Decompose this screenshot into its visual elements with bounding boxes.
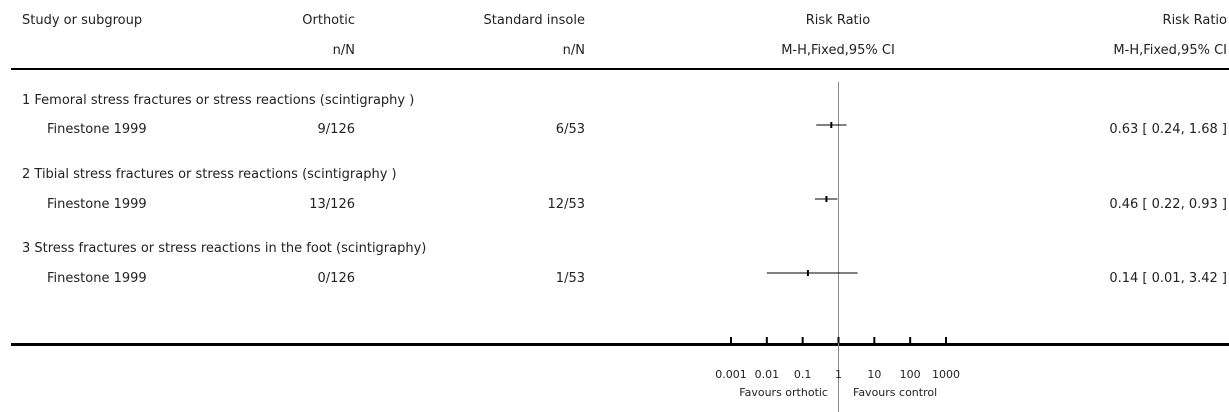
subgroup-2-title: 2 Tibial stress fractures or stress reac…	[22, 167, 397, 182]
point-estimate	[825, 196, 828, 202]
study-1-name: Finestone 1999	[47, 122, 147, 137]
study-3-rr-label: 0.14 [ 0.01, 3.42 ]	[1109, 271, 1227, 286]
study-2-name: Finestone 1999	[47, 197, 147, 212]
favours-left-label: Favours orthotic	[739, 386, 828, 399]
study-1-rr-label: 0.63 [ 0.24, 1.68 ]	[1109, 122, 1227, 137]
study-2-rr-label: 0.46 [ 0.22, 0.93 ]	[1109, 197, 1227, 212]
study-1-orthotic: 9/126	[317, 122, 355, 137]
sub-orthotic-header: n/N	[332, 43, 355, 58]
footer-divider	[11, 343, 1229, 346]
sub-standard-header: n/N	[562, 43, 585, 58]
study-1-standard: 6/53	[555, 122, 585, 137]
col-orthotic-header: Orthotic	[302, 13, 355, 28]
axis-tick-label: 100	[900, 368, 921, 381]
col-standard-header: Standard insole	[483, 13, 585, 28]
study-3-orthotic: 0/126	[317, 271, 355, 286]
study-2-standard: 12/53	[547, 197, 585, 212]
axis-tick-label: 1000	[932, 368, 960, 381]
study-3-standard: 1/53	[555, 271, 585, 286]
subgroup-3-title: 3 Stress fractures or stress reactions i…	[22, 241, 427, 256]
subgroup-1-title: 1 Femoral stress fractures or stress rea…	[22, 93, 415, 108]
favours-right-label: Favours control	[853, 386, 938, 399]
sub-rr-text-header: M-H,Fixed,95% CI	[1113, 43, 1227, 58]
study-3-name: Finestone 1999	[47, 271, 147, 286]
axis-tick-label: 0.1	[794, 368, 812, 381]
axis-tick-label: 0.001	[715, 368, 747, 381]
axis-tick-label: 10	[867, 368, 881, 381]
point-estimate	[806, 270, 809, 276]
sub-rr-plot-header: M-H,Fixed,95% CI	[781, 43, 895, 58]
axis-tick-label: 1	[835, 368, 842, 381]
axis-tick-label: 0.01	[755, 368, 780, 381]
point-estimate	[830, 122, 833, 128]
study-2-orthotic: 13/126	[309, 197, 355, 212]
col-study-header: Study or subgroup	[22, 13, 143, 28]
header-divider	[11, 68, 1229, 70]
col-rr-plot-header: Risk Ratio	[805, 13, 871, 28]
col-rr-text-header: Risk Ratio	[1162, 13, 1227, 28]
